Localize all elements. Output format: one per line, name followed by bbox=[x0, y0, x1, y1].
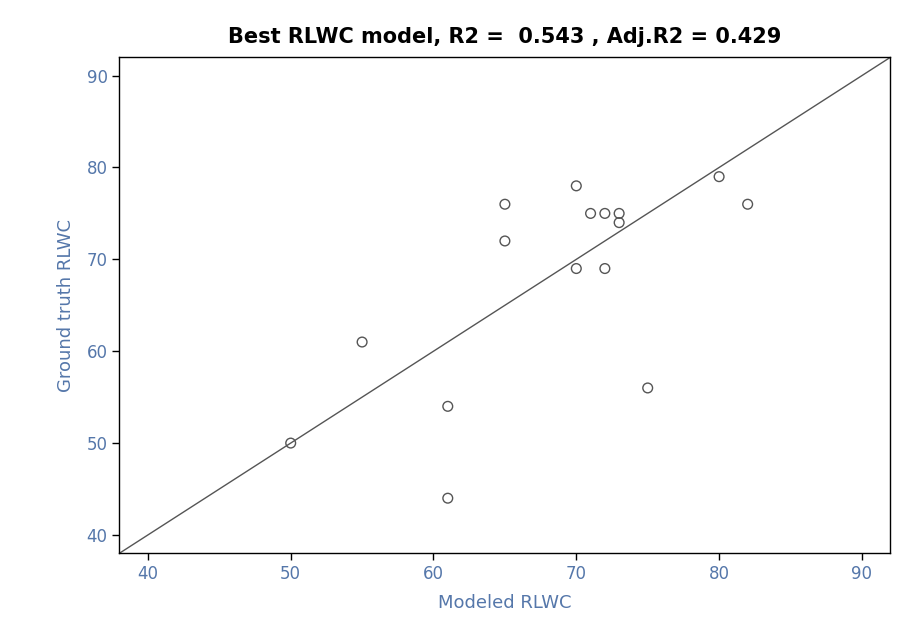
Point bbox=[569, 263, 584, 273]
Point bbox=[711, 172, 726, 182]
Point bbox=[498, 236, 512, 246]
Point bbox=[441, 493, 455, 503]
X-axis label: Modeled RLWC: Modeled RLWC bbox=[438, 594, 572, 612]
Point bbox=[583, 209, 598, 219]
Title: Best RLWC model, R2 =  0.543 , Adj.R2 = 0.429: Best RLWC model, R2 = 0.543 , Adj.R2 = 0… bbox=[229, 27, 781, 47]
Point bbox=[611, 209, 626, 219]
Point bbox=[498, 199, 512, 209]
Point bbox=[284, 438, 298, 448]
Point bbox=[598, 209, 612, 219]
Point bbox=[569, 181, 584, 191]
Point bbox=[354, 337, 369, 347]
Point bbox=[441, 401, 455, 411]
Point bbox=[641, 383, 655, 393]
Point bbox=[611, 218, 626, 228]
Point bbox=[598, 263, 612, 273]
Y-axis label: Ground truth RLWC: Ground truth RLWC bbox=[58, 219, 75, 392]
Point bbox=[740, 199, 755, 209]
